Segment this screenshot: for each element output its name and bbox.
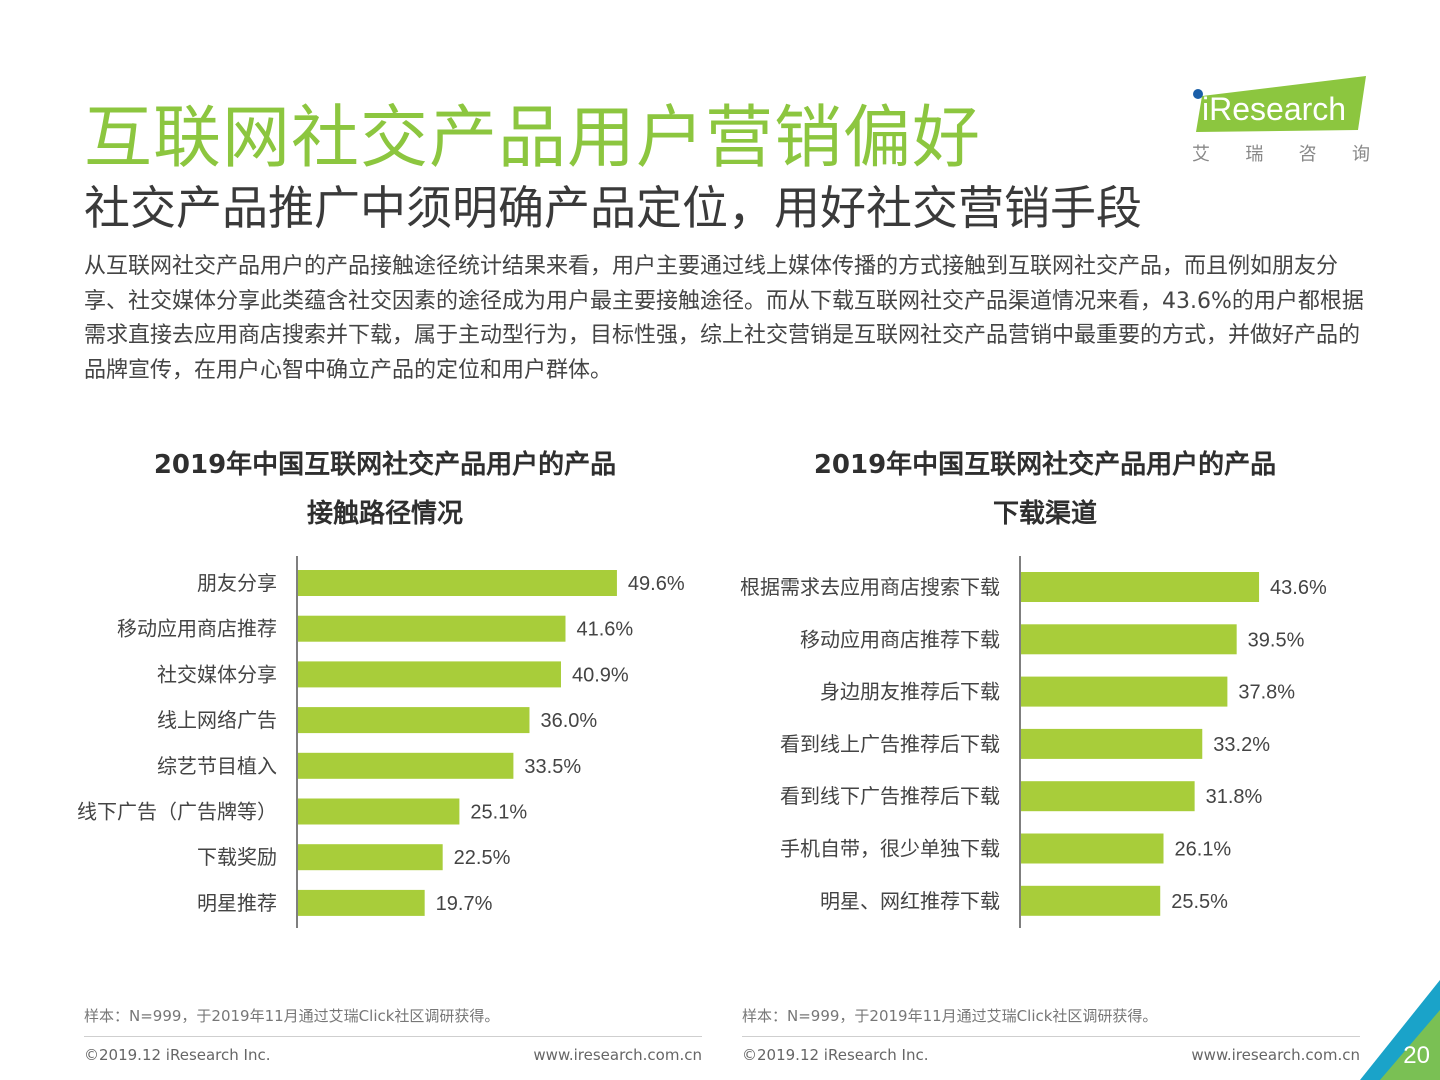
value-label: 39.5% xyxy=(1248,629,1305,651)
chart-2-title-line2: 下载渠道 xyxy=(992,499,1097,529)
logo-text: iResearch xyxy=(1202,91,1346,127)
corner-triangle-light xyxy=(1380,1010,1440,1080)
footer-divider xyxy=(84,1036,702,1037)
value-label: 25.5% xyxy=(1171,891,1228,913)
value-label: 19.7% xyxy=(436,893,493,915)
bar xyxy=(1021,833,1164,864)
value-label: 49.6% xyxy=(628,573,685,595)
value-label: 33.5% xyxy=(524,756,581,778)
chart-1-title: 2019年中国互联网社交产品用户的产品 接触路径情况 xyxy=(80,441,690,539)
bar xyxy=(298,615,566,642)
bar xyxy=(1021,676,1228,707)
category-label: 移动应用商店推荐下载 xyxy=(800,627,1000,651)
bar xyxy=(1021,624,1237,655)
category-label: 综艺节目植入 xyxy=(157,754,277,778)
page-number: 20 xyxy=(1403,1042,1430,1069)
value-label: 25.1% xyxy=(470,802,527,824)
page-title: 互联网社交产品用户营销偏好 xyxy=(84,99,982,178)
corner-decoration xyxy=(1360,980,1440,1080)
logo-tagline-char: 询 xyxy=(1351,144,1370,165)
logo-banner-shape xyxy=(1196,76,1366,132)
chart-1-title-line1: 2019年中国互联网社交产品用户的产品 xyxy=(153,450,617,480)
category-label: 下载奖励 xyxy=(197,845,277,869)
contact-path-bar-chart: 朋友分享 49.6% 移动应用商店推荐 41.6% 社交媒体分享 40.9% 线上网络广告 3… xyxy=(77,556,685,928)
category-label: 明星推荐 xyxy=(197,891,277,915)
chart-2-sample-note: 样本：N=999，于2019年11月通过艾瑞Click社区调研获得。 xyxy=(742,1007,1158,1025)
logo-tagline-char: 艾 xyxy=(1192,144,1210,165)
logo-tagline-char: 瑞 xyxy=(1245,144,1264,165)
bar xyxy=(298,661,561,688)
bar xyxy=(298,889,425,916)
category-label: 明星、网红推荐下载 xyxy=(820,889,1000,913)
bar xyxy=(298,798,460,825)
value-label: 40.9% xyxy=(572,664,629,686)
iresearch-logo: iResearch xyxy=(1193,76,1366,132)
bar xyxy=(298,752,514,779)
category-label: 移动应用商店推荐 xyxy=(117,617,277,641)
logo-dot xyxy=(1193,89,1203,99)
logo-tagline-char: 咨 xyxy=(1298,144,1317,165)
chart-2-title-line1: 2019年中国互联网社交产品用户的产品 xyxy=(813,450,1277,480)
value-label: 37.8% xyxy=(1238,682,1295,704)
chart-2-title: 2019年中国互联网社交产品用户的产品 下载渠道 xyxy=(740,441,1350,539)
bar xyxy=(1021,781,1195,812)
website-link[interactable]: www.iresearch.com.cn xyxy=(533,1046,702,1064)
category-label: 手机自带，很少单独下载 xyxy=(780,837,1000,861)
copyright-text: ©2019.12 iResearch Inc. xyxy=(742,1046,929,1064)
download-channel-bar-chart: 根据需求去应用商店搜索下载 43.6% 移动应用商店推荐下载 39.5% 身边朋友推荐后… xyxy=(740,556,1327,928)
copyright-text: ©2019.12 iResearch Inc. xyxy=(84,1046,271,1064)
bar xyxy=(1021,885,1161,916)
value-label: 33.2% xyxy=(1213,734,1270,756)
category-label: 线下广告（广告牌等） xyxy=(77,800,277,824)
category-label: 看到线下广告推荐后下载 xyxy=(780,784,1000,808)
category-label: 线上网络广告 xyxy=(157,708,277,732)
summary-paragraph: 从互联网社交产品用户的产品接触途径统计结果来看，用户主要通过线上媒体传播的方式接… xyxy=(84,254,1364,383)
category-label: 朋友分享 xyxy=(197,571,277,595)
bar xyxy=(298,570,617,596)
footer-divider xyxy=(742,1036,1360,1037)
category-label: 根据需求去应用商店搜索下载 xyxy=(740,575,1000,599)
bar xyxy=(1021,572,1260,602)
logo-tagline: 艾 瑞 咨 询 xyxy=(1192,140,1370,166)
value-label: 36.0% xyxy=(540,710,597,732)
page-subtitle: 社交产品推广中须明确产品定位，用好社交营销手段 xyxy=(84,181,1142,235)
value-label: 41.6% xyxy=(576,619,633,641)
category-label: 身边朋友推荐后下载 xyxy=(820,680,1000,704)
chart-1-title-line2: 接触路径情况 xyxy=(306,499,463,529)
bar xyxy=(298,844,443,871)
category-label: 看到线上广告推荐后下载 xyxy=(780,732,1000,756)
category-label: 社交媒体分享 xyxy=(157,662,277,686)
chart-1-sample-note: 样本：N=999，于2019年11月通过艾瑞Click社区调研获得。 xyxy=(84,1007,500,1025)
website-link[interactable]: www.iresearch.com.cn xyxy=(1191,1046,1360,1064)
value-label: 31.8% xyxy=(1206,786,1263,808)
bar xyxy=(298,707,530,734)
value-label: 26.1% xyxy=(1175,839,1232,861)
value-label: 22.5% xyxy=(454,847,511,869)
bar xyxy=(1021,728,1203,759)
value-label: 43.6% xyxy=(1270,577,1327,599)
